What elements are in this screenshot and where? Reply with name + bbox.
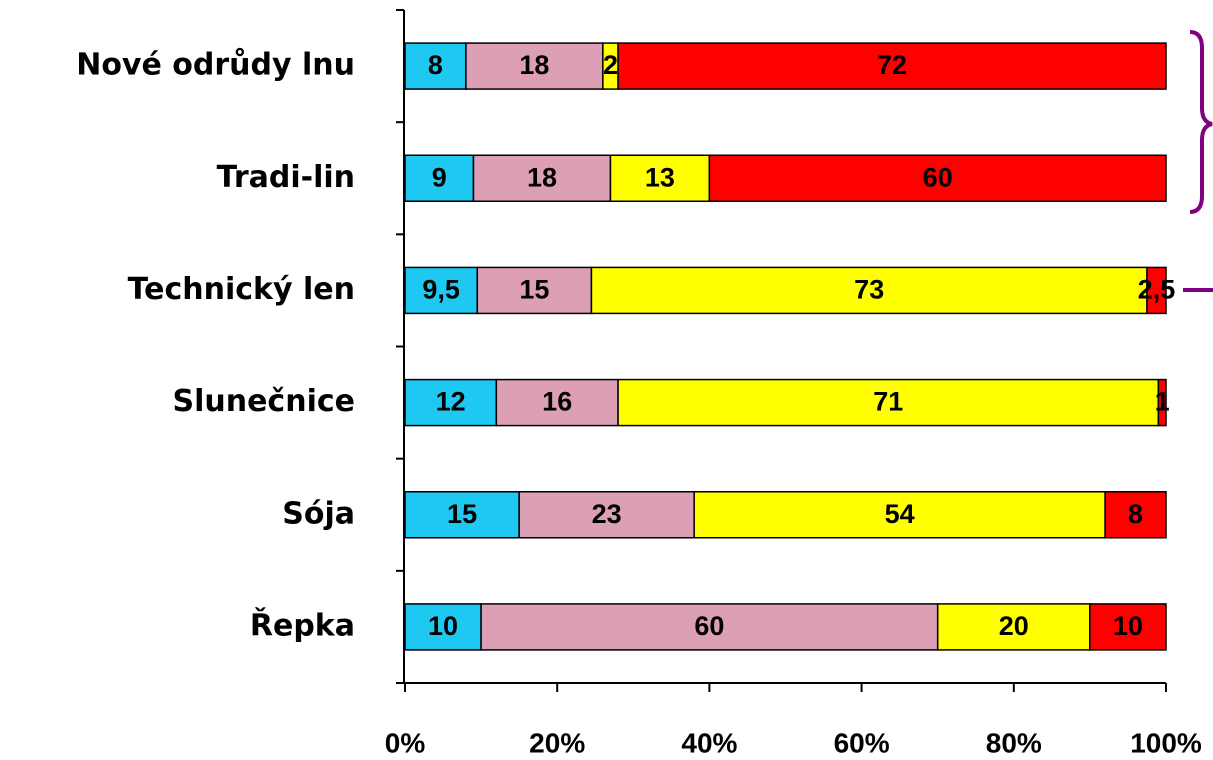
brace bbox=[1189, 30, 1213, 214]
category-label: Technický len bbox=[128, 272, 355, 307]
bar-segment bbox=[1157, 378, 1167, 427]
category-label: Řepka bbox=[250, 607, 355, 643]
data-label: 2 bbox=[603, 50, 618, 80]
data-label: 72 bbox=[877, 50, 907, 80]
bar-segment bbox=[617, 378, 1160, 427]
data-label: 15 bbox=[519, 275, 549, 305]
x-tick-label: 100% bbox=[1130, 727, 1202, 758]
data-label: 73 bbox=[854, 275, 884, 305]
data-label: 60 bbox=[923, 162, 953, 192]
data-label: 16 bbox=[542, 387, 572, 417]
bar-segment bbox=[404, 42, 467, 90]
data-label: 8 bbox=[1128, 499, 1143, 529]
bar-segment bbox=[465, 42, 604, 90]
x-tick-label: 0% bbox=[385, 727, 426, 758]
data-label: 1 bbox=[1155, 387, 1170, 417]
bar-segment bbox=[495, 378, 619, 427]
bar-segment bbox=[472, 154, 612, 202]
data-label: 8 bbox=[428, 50, 443, 80]
data-label: 12 bbox=[436, 387, 466, 417]
bar-segment bbox=[617, 42, 1167, 90]
x-tick-label: 40% bbox=[681, 727, 737, 758]
bar-segment bbox=[693, 491, 1106, 539]
data-label: 9 bbox=[432, 162, 447, 192]
data-label: 20 bbox=[999, 611, 1029, 641]
bar-segment bbox=[404, 154, 475, 202]
data-label: 18 bbox=[519, 50, 549, 80]
data-label: 71 bbox=[873, 387, 903, 417]
bar-segment bbox=[590, 266, 1148, 315]
data-label: 2,5 bbox=[1138, 275, 1176, 305]
category-label: Sója bbox=[282, 496, 355, 531]
bar-segment bbox=[480, 603, 939, 651]
data-label: 15 bbox=[447, 499, 477, 529]
x-tick-label: 80% bbox=[986, 727, 1042, 758]
bar-segment bbox=[1104, 491, 1167, 539]
bar-segment bbox=[518, 491, 695, 539]
data-label: 60 bbox=[694, 611, 724, 641]
data-label: 13 bbox=[645, 162, 675, 192]
x-tick-label: 60% bbox=[834, 727, 890, 758]
bar-segment bbox=[1146, 266, 1167, 315]
data-label: 23 bbox=[592, 499, 622, 529]
bar-segment bbox=[708, 154, 1167, 202]
category-label: Slunečnice bbox=[172, 384, 355, 419]
x-tick-label: 20% bbox=[529, 727, 585, 758]
bar-segment bbox=[476, 266, 593, 315]
bar-segment bbox=[1089, 603, 1167, 651]
bar-segment bbox=[609, 154, 711, 202]
category-label: Tradi-lin bbox=[217, 160, 355, 195]
data-label: 54 bbox=[885, 499, 915, 529]
bar-segment bbox=[404, 266, 479, 315]
bar-segment bbox=[404, 603, 482, 651]
data-label: 10 bbox=[428, 611, 458, 641]
data-label: 9,5 bbox=[422, 275, 460, 305]
category-label: Nové odrůdy lnu bbox=[76, 47, 355, 83]
data-label: 10 bbox=[1113, 611, 1143, 641]
data-label: 18 bbox=[527, 162, 557, 192]
